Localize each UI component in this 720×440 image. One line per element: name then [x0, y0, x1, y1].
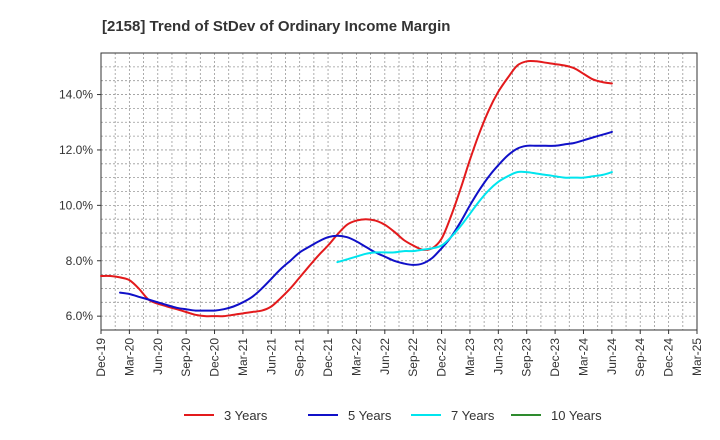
axes: 6.0% 8.0% 10.0% 12.0% 14.0% Dec-19 Mar-20 Jun-2… — [59, 52, 704, 377]
x-tick-label: Sep-20 — [179, 338, 193, 377]
x-tick-label: Mar-20 — [122, 338, 136, 376]
legend-item-5-years: 5 Years — [308, 408, 392, 423]
x-tick-label: Dec-24 — [662, 338, 676, 377]
x-tick-label: Sep-24 — [633, 338, 647, 377]
legend: 3 Years 5 Years 7 Years 10 Years — [184, 408, 602, 423]
x-tick-label: Dec-20 — [208, 338, 222, 377]
series-line-5-years — [119, 130, 613, 312]
x-tick-label: Jun-24 — [605, 338, 619, 375]
x-tick-label: Dec-22 — [435, 338, 449, 377]
legend-item-3-years: 3 Years — [184, 408, 268, 423]
series-line-3-years — [100, 59, 613, 318]
series-line-7-years — [336, 170, 613, 264]
x-tick-label: Jun-22 — [378, 338, 392, 375]
x-tick-label: Sep-21 — [293, 338, 307, 377]
legend-item-10-years: 10 Years — [511, 408, 602, 423]
x-tick-label: Sep-22 — [406, 338, 420, 377]
chart-title: [2158] Trend of StDev of Ordinary Income… — [102, 18, 450, 35]
x-tick-label: Mar-21 — [236, 338, 250, 376]
x-tick-label: Dec-21 — [321, 338, 335, 377]
legend-item-7-years: 7 Years — [411, 408, 495, 423]
x-tick-label: Dec-23 — [548, 338, 562, 377]
x-tick-label: Mar-22 — [349, 338, 363, 376]
plot-frame — [100, 52, 698, 331]
x-tick-label: Sep-23 — [520, 338, 534, 377]
series-lines — [100, 59, 613, 318]
legend-label: 10 Years — [551, 408, 602, 423]
x-tick-label: Mar-23 — [463, 338, 477, 376]
x-tick-label: Jun-21 — [264, 338, 278, 375]
y-tick-label: 14.0% — [59, 88, 93, 102]
y-tick-label: 10.0% — [59, 198, 93, 212]
x-tick-label: Dec-19 — [94, 338, 108, 377]
legend-label: 3 Years — [224, 408, 268, 423]
legend-label: 5 Years — [348, 408, 392, 423]
grid — [100, 52, 698, 331]
y-tick-label: 8.0% — [66, 254, 94, 268]
x-tick-label: Mar-24 — [576, 338, 590, 376]
y-tick-label: 6.0% — [66, 309, 94, 323]
y-tick-label: 12.0% — [59, 143, 93, 157]
legend-label: 7 Years — [451, 408, 495, 423]
x-tick-label: Mar-25 — [690, 338, 704, 376]
x-tick-label: Jun-20 — [151, 338, 165, 375]
x-tick-label: Jun-23 — [491, 338, 505, 375]
